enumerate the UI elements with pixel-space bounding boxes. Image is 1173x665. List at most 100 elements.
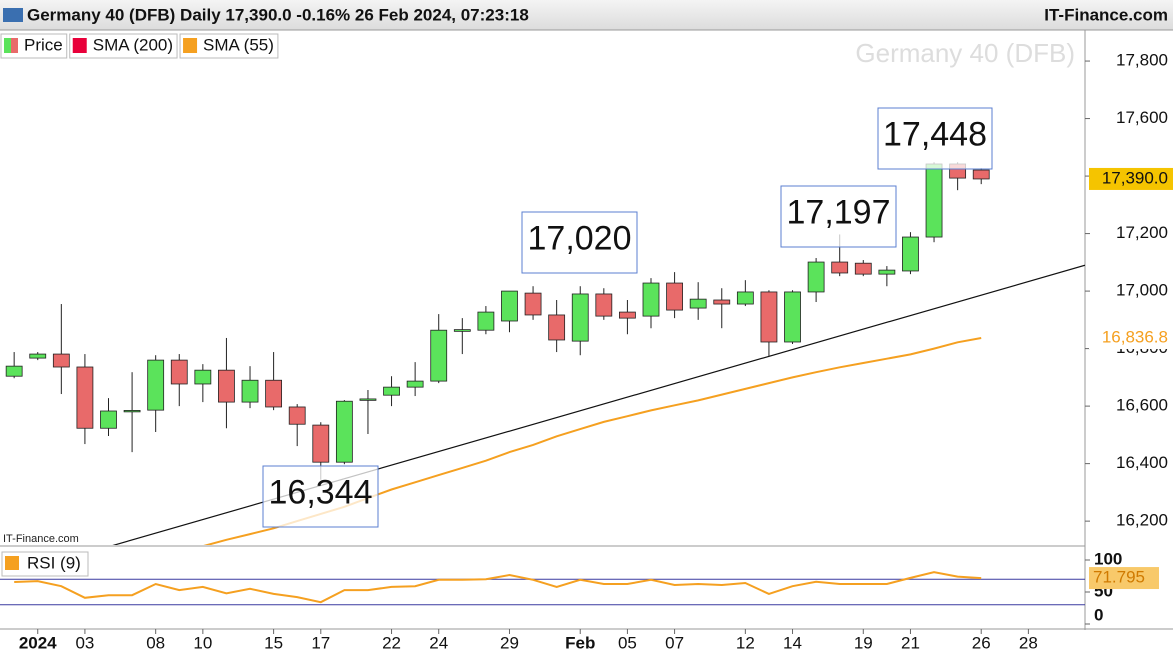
annotation-label: 16,344 — [269, 473, 373, 511]
candle-body — [854, 262, 872, 275]
annotation-box — [521, 211, 638, 274]
legend-frame — [179, 33, 279, 59]
candle-body — [359, 398, 377, 401]
y-tick-label: 17,800 — [1116, 51, 1168, 70]
legend-swatch — [4, 38, 11, 53]
candle-body — [76, 366, 94, 429]
annotation-label: 17,448 — [883, 115, 987, 153]
x-tick-label: 17 — [311, 633, 330, 652]
x-tick-label: 29 — [500, 633, 519, 652]
candle-body — [784, 291, 801, 343]
x-tick-label: 05 — [618, 633, 637, 652]
sma-tag-label: 16,836.8 — [1102, 328, 1168, 347]
candle-body — [218, 369, 235, 403]
candle-body — [453, 329, 471, 332]
legend-swatch — [183, 38, 198, 53]
x-tick-label: 14 — [783, 633, 802, 652]
sma-tag — [1089, 327, 1173, 350]
x-tick-label: 2024 — [19, 633, 57, 652]
x-tick-label: 28 — [1019, 633, 1038, 652]
main-plot — [5, 162, 1085, 545]
legend-label: SMA (200) — [93, 35, 173, 54]
price-tag-label: 17,390.0 — [1102, 168, 1168, 187]
candle-body — [595, 293, 613, 317]
candle-body — [524, 292, 542, 316]
annotation-box — [780, 185, 897, 248]
candle-body — [925, 163, 943, 238]
candle-body — [831, 261, 849, 274]
y-tick-label: 16,200 — [1116, 511, 1168, 530]
watermark: Germany 40 (DFB) — [855, 38, 1075, 68]
y-tick-label: 17,600 — [1116, 108, 1168, 127]
x-tick-label: 12 — [736, 633, 755, 652]
rsi-tag-label: 71.795 — [1093, 568, 1145, 587]
y-tick-label: 17,000 — [1116, 281, 1168, 300]
candle-body — [147, 359, 165, 411]
candle-body — [666, 282, 683, 311]
candle-body — [548, 314, 566, 341]
candle-body — [194, 369, 212, 385]
candle-body — [477, 311, 495, 331]
annotation-label: 17,197 — [787, 193, 891, 231]
candle-body — [383, 386, 400, 396]
candle-body — [406, 380, 424, 388]
x-tick-label: 24 — [429, 633, 448, 652]
y-tick-label: 17,200 — [1116, 223, 1168, 242]
y-tick-label: 16,400 — [1116, 453, 1168, 472]
x-tick-label: 15 — [264, 633, 283, 652]
annotation-box — [877, 107, 993, 170]
candle-body — [5, 365, 23, 377]
rsi-legend: RSI (9) — [27, 553, 81, 572]
legend-label: Price — [24, 35, 63, 54]
x-tick-label: 07 — [665, 633, 684, 652]
candle-body — [713, 299, 731, 305]
x-tick-label: 19 — [854, 633, 873, 652]
candle-body — [972, 169, 990, 180]
candle-body — [760, 291, 778, 343]
candle-body — [29, 353, 47, 359]
candle-body — [689, 298, 707, 309]
candle-body — [619, 311, 636, 319]
candle-body — [736, 291, 754, 305]
x-tick-label: 03 — [75, 633, 94, 652]
candle-body — [902, 236, 919, 272]
header-brand: IT-Finance.com — [1044, 5, 1168, 24]
candle-body — [170, 359, 188, 385]
annotation-box — [262, 465, 379, 528]
legend-swatch — [72, 38, 87, 53]
candle-body — [642, 282, 660, 317]
candle-body — [501, 290, 518, 322]
rsi-tick-label: 0 — [1094, 605, 1103, 624]
rsi-line — [14, 571, 982, 604]
rsi-plot — [0, 571, 1085, 606]
candle-body — [571, 293, 589, 342]
candle-body — [52, 353, 70, 368]
rsi-tag — [1089, 567, 1159, 590]
candle-body — [100, 410, 117, 429]
y-tick-label: 16,600 — [1116, 396, 1168, 415]
x-tick-label: 10 — [193, 633, 212, 652]
legend-swatch — [5, 556, 19, 570]
legend-frame — [0, 33, 68, 59]
source: IT-Finance.com — [3, 533, 79, 545]
x-tick-label: Feb — [565, 633, 595, 652]
annotation-label: 17,020 — [528, 219, 632, 257]
trendline — [112, 264, 1085, 545]
candle-body — [288, 406, 306, 425]
header-title: Germany 40 (DFB) Daily 17,390.0 -0.16% 2… — [27, 5, 529, 24]
rsi-tick-label: 100 — [1094, 549, 1122, 568]
candle-body — [241, 379, 259, 403]
x-tick-label: 22 — [382, 633, 401, 652]
candle-body — [878, 269, 896, 275]
legend-swatch — [11, 38, 18, 53]
candle-body — [807, 261, 825, 293]
candle-body — [312, 424, 330, 463]
x-tick-label: 08 — [146, 633, 165, 652]
legend-frame — [69, 33, 178, 59]
candle-body — [265, 379, 283, 408]
legend-label: SMA (55) — [203, 35, 274, 54]
demo-icon — [3, 8, 23, 22]
candle-body — [335, 400, 353, 463]
